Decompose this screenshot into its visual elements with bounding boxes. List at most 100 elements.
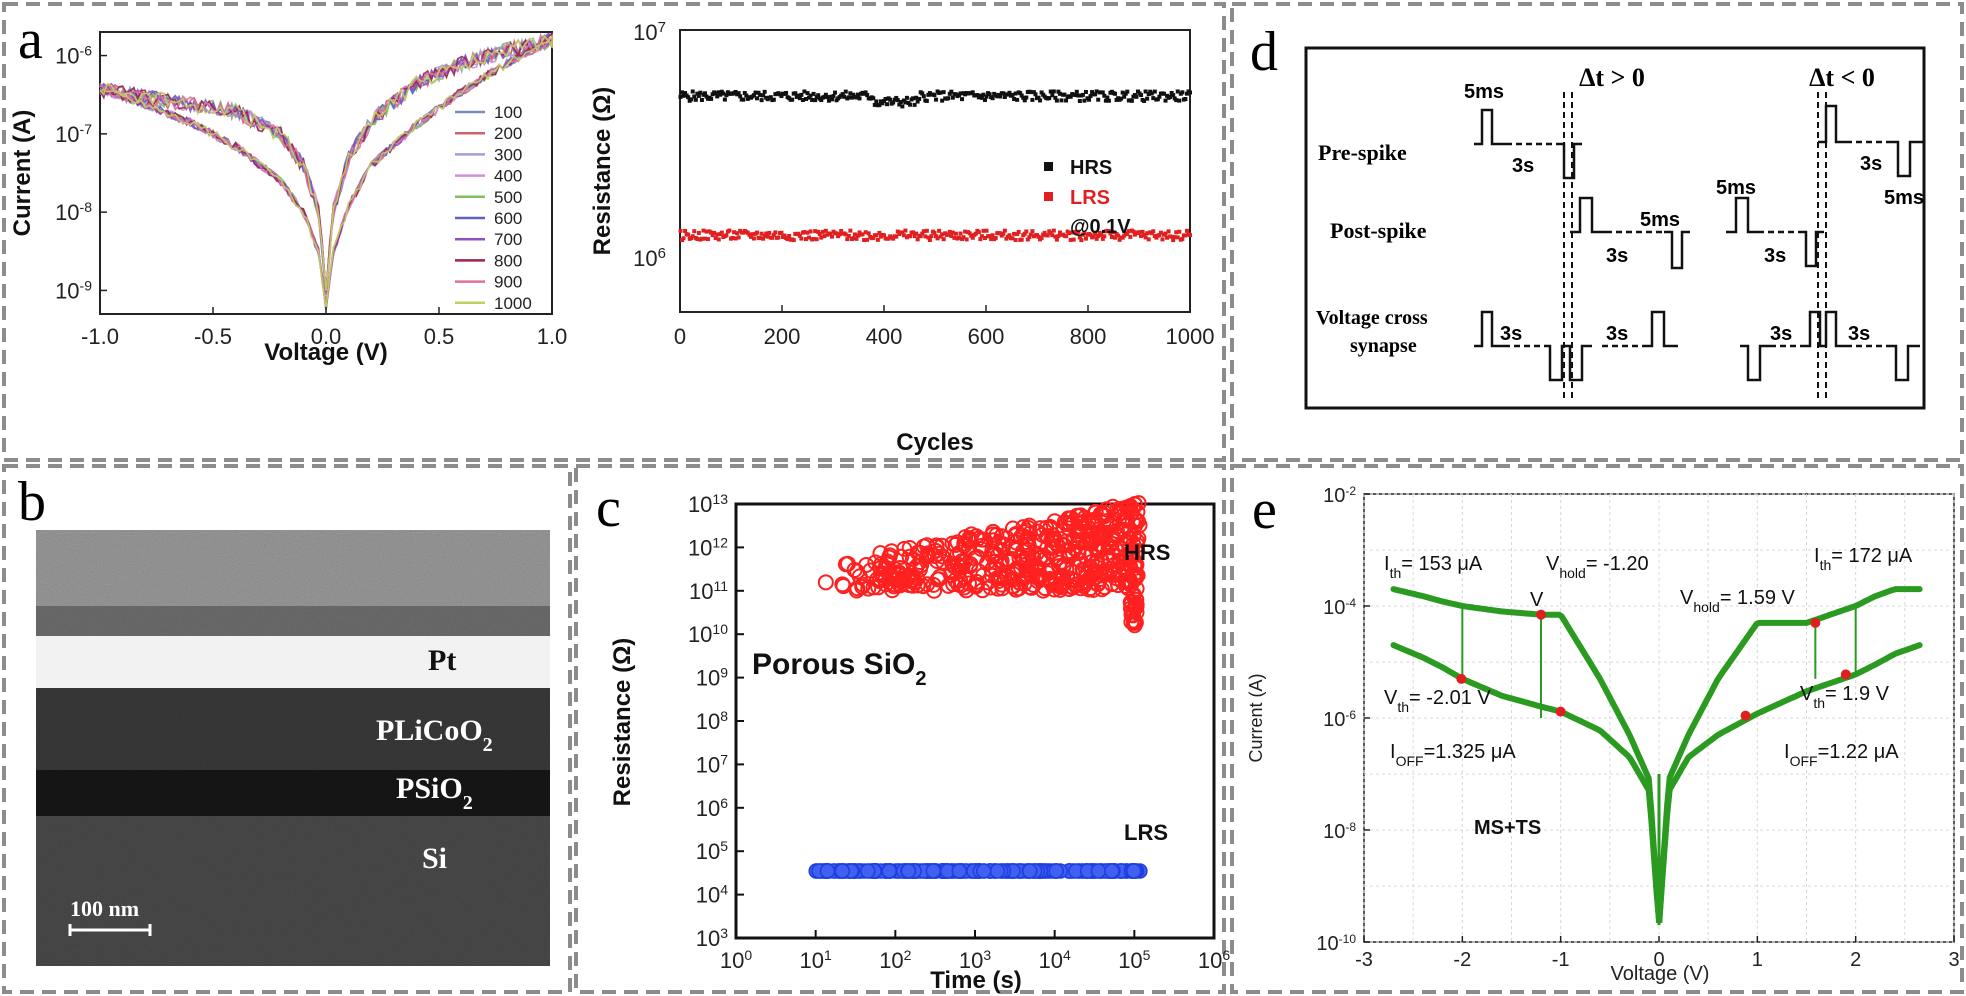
a2-x-tick: 1000 — [1166, 324, 1215, 349]
a2-point-LRS — [984, 228, 989, 233]
a2-point-HRS — [1177, 98, 1182, 103]
a2-point-LRS — [990, 233, 995, 238]
a2-point-HRS — [1051, 89, 1056, 94]
a2-point-LRS — [964, 237, 969, 242]
a2-point-HRS — [848, 91, 853, 96]
a2-point-LRS — [748, 234, 753, 239]
a2-point-HRS — [851, 92, 856, 97]
a2-point-HRS — [1106, 98, 1111, 103]
c-point-HRS — [1085, 570, 1102, 587]
a2-point-HRS — [975, 93, 980, 98]
e-ith-right: Ith= 172 μA — [1814, 545, 1913, 573]
c-point-HRS — [873, 555, 890, 572]
a2-point-HRS — [1113, 91, 1118, 96]
a2-point-HRS — [1028, 90, 1033, 95]
a2-point-LRS — [1054, 237, 1059, 242]
d-label-3s-8: 3s — [1848, 323, 1870, 345]
c-point-HRS — [951, 544, 968, 561]
c-point-HRS — [1113, 500, 1130, 517]
a2-point-LRS — [797, 233, 802, 238]
a2-point-HRS — [950, 95, 955, 100]
c-y-tick: 108 — [696, 708, 728, 734]
chart-a1: -1.0 -0.5 0.0 0.5 1.0 10-9 10-8 10-7 10-6 100 20… — [9, 31, 567, 366]
a2-point-LRS — [683, 228, 688, 233]
a2-point-HRS — [1082, 98, 1087, 103]
c-point-HRS — [1004, 539, 1021, 556]
a1-y-ticks: 10-9 10-8 10-7 10-6 — [55, 43, 107, 303]
a2-point-HRS — [998, 94, 1003, 99]
c-point-HRS — [1017, 534, 1034, 551]
a2-point-LRS — [1143, 235, 1148, 240]
c-point-LRS — [881, 863, 897, 879]
a2-point-HRS — [744, 93, 749, 98]
d-row-pre: Pre-spike — [1318, 140, 1407, 165]
a2-point-LRS — [1166, 229, 1171, 234]
a2-point-LRS — [961, 235, 966, 240]
c-point-HRS — [1059, 569, 1076, 586]
a2-point-LRS — [736, 235, 741, 240]
a2-point-HRS — [1123, 91, 1128, 96]
a2-point-LRS — [901, 233, 906, 238]
a2-point-LRS — [938, 234, 943, 239]
c-point-LRS — [1126, 863, 1142, 879]
a2-point-HRS — [686, 95, 691, 100]
a2-point-HRS — [1087, 97, 1092, 102]
a2-point-LRS — [692, 229, 697, 234]
a2-point-HRS — [894, 95, 899, 100]
a2-point-LRS — [949, 234, 954, 239]
d-label-3s-7: 3s — [1770, 323, 1792, 345]
a2-point-LRS — [911, 230, 916, 235]
c-y-ticks: 103 104 105 106 107 108 109 1010 1011 1012 1013 — [688, 491, 744, 951]
a2-point-HRS — [874, 99, 879, 104]
a2-point-HRS — [823, 92, 828, 97]
c-point-HRS — [934, 537, 951, 554]
c-point-HRS — [1032, 550, 1049, 567]
a2-point-LRS — [690, 234, 695, 239]
a2-point-HRS — [1174, 98, 1179, 103]
a2-point-LRS — [678, 228, 683, 233]
a2-point-LRS — [1131, 229, 1136, 234]
a2-point-HRS — [831, 93, 836, 98]
a2-point-LRS — [828, 231, 833, 236]
a2-point-LRS — [699, 236, 704, 241]
a2-point-LRS — [860, 232, 865, 237]
a2-plot-frame — [679, 29, 1191, 313]
c-point-HRS — [962, 556, 979, 573]
a2-point-LRS — [1157, 232, 1162, 237]
a2-point-LRS — [706, 237, 711, 242]
a2-point-LRS — [946, 232, 951, 237]
a2-point-HRS — [1151, 96, 1156, 101]
a2-point-LRS — [927, 237, 932, 242]
a2-point-LRS — [771, 232, 776, 237]
a2-point-LRS — [713, 236, 718, 241]
a2-point-HRS — [938, 90, 943, 95]
a2-point-HRS — [908, 102, 913, 107]
a2-point-HRS — [1059, 98, 1064, 103]
a2-point-HRS — [721, 91, 726, 96]
a2-point-LRS — [932, 230, 937, 235]
a2-point-HRS — [741, 97, 746, 102]
a2-point-LRS — [854, 236, 859, 241]
a1-legend-entry: 300 — [494, 145, 522, 164]
a2-point-LRS — [1169, 234, 1174, 239]
a2-point-HRS — [753, 90, 758, 95]
a2-point-LRS — [1013, 238, 1018, 243]
a2-point-HRS — [1022, 98, 1027, 103]
a2-point-HRS — [1068, 94, 1073, 99]
c-point-HRS — [1037, 580, 1054, 597]
a2-point-HRS — [979, 95, 984, 100]
a2-point-HRS — [1157, 94, 1162, 99]
a2-point-HRS — [1122, 94, 1127, 99]
c-point-HRS — [988, 526, 1005, 543]
a2-point-LRS — [750, 232, 755, 237]
c-point-HRS — [957, 570, 974, 587]
a2-point-LRS — [1091, 234, 1096, 239]
c-point-HRS — [1083, 562, 1100, 579]
c-point-HRS — [1008, 534, 1025, 551]
a2-point-LRS — [1064, 234, 1069, 239]
a2-point-LRS — [891, 236, 896, 241]
a2-point-LRS — [877, 230, 882, 235]
a1-y-tick: 10-6 — [55, 43, 92, 69]
a1-x-tick: -0.5 — [194, 324, 232, 349]
a2-point-HRS — [921, 94, 926, 99]
